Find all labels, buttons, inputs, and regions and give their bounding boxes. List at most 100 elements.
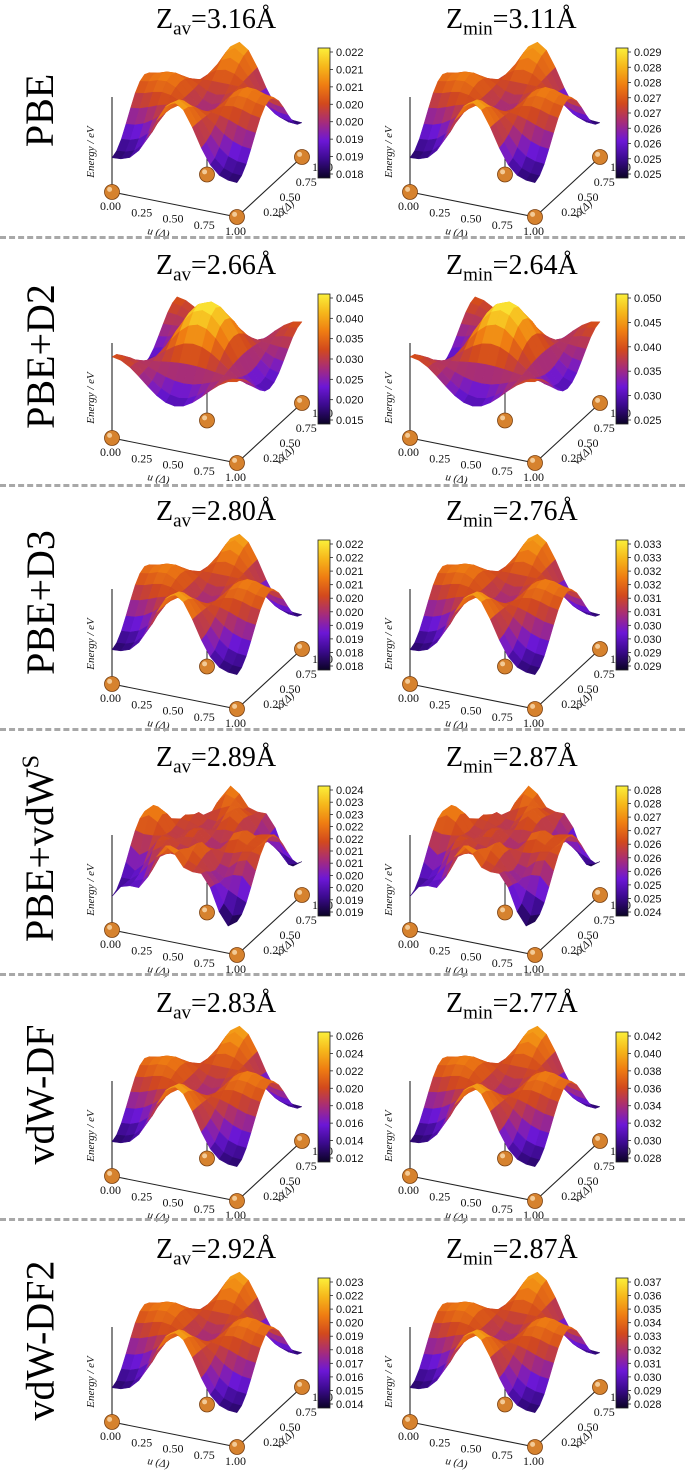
colorbar bbox=[615, 1277, 629, 1409]
colorbar-tick-label: 0.033 bbox=[634, 539, 662, 551]
v-axis-line bbox=[236, 402, 303, 464]
energy-surface bbox=[111, 1271, 303, 1413]
colorbar-tick-label: 0.019 bbox=[336, 907, 364, 919]
colorbar-tick-label: 0.030 bbox=[336, 354, 364, 366]
colorbar-tick-label: 0.023 bbox=[336, 809, 364, 821]
v-tick-label: 0.25 bbox=[561, 1189, 582, 1203]
colorbar-tick-label: 0.022 bbox=[336, 822, 364, 834]
colorbar-tick-label: 0.020 bbox=[336, 117, 364, 129]
z-value: =2.87Å bbox=[492, 1234, 578, 1265]
plot-area: 0.000.250.500.751.000.250.500.751.00u (Δ… bbox=[383, 533, 662, 733]
u-tick-label: 0.00 bbox=[100, 691, 121, 705]
u-tick-label: 0.00 bbox=[100, 199, 121, 213]
atom-sphere bbox=[402, 430, 418, 446]
z-value: =2.87Å bbox=[492, 742, 578, 773]
panel-title: Zmin=2.76Å bbox=[446, 496, 578, 533]
colorbar-tick-label: 0.022 bbox=[336, 1291, 364, 1303]
v-axis-line bbox=[236, 156, 303, 218]
colorbar-tick-label: 0.026 bbox=[634, 123, 662, 135]
colorbar-tick-label: 0.035 bbox=[634, 1304, 662, 1316]
v-tick-label: 0.25 bbox=[561, 451, 582, 465]
method-row: vdW-DF20.000.250.500.751.000.250.500.751… bbox=[0, 1230, 685, 1470]
panel-title: Zav=2.89Å bbox=[156, 742, 276, 779]
u-tick-label: 0.50 bbox=[461, 704, 482, 718]
z-value: =2.64Å bbox=[492, 250, 578, 281]
plot-area: 0.000.250.500.751.000.250.500.751.00u (Δ… bbox=[85, 533, 364, 733]
colorbar bbox=[615, 785, 629, 917]
colorbar-tick-label: 0.026 bbox=[634, 139, 662, 151]
colorbar-tick-label: 0.019 bbox=[336, 134, 364, 146]
v-axis-line bbox=[236, 1386, 303, 1448]
u-axis-line bbox=[409, 1175, 536, 1202]
u-tick-label: 0.75 bbox=[492, 218, 513, 232]
colorbar bbox=[615, 1031, 629, 1163]
v-tick-label: 0.25 bbox=[263, 1189, 284, 1203]
v-axis-line bbox=[236, 648, 303, 710]
z-value: =2.76Å bbox=[492, 496, 578, 527]
colorbar-tick-label: 0.025 bbox=[634, 169, 662, 181]
method-name: PBE+vdW bbox=[17, 767, 63, 942]
u-tick-label: 0.00 bbox=[398, 445, 419, 459]
z-subscript: min bbox=[463, 756, 493, 778]
colorbar-tick-label: 0.020 bbox=[336, 607, 364, 619]
colorbar-tick-label: 0.036 bbox=[634, 1291, 662, 1303]
colorbar-tick-label: 0.020 bbox=[336, 1318, 364, 1330]
z-value: =2.80Å bbox=[191, 496, 277, 527]
row-divider bbox=[0, 236, 685, 239]
colorbar-tick-label: 0.037 bbox=[634, 1277, 662, 1289]
method-superscript: S bbox=[19, 754, 46, 768]
u-axis-label: u (Δ) bbox=[146, 1209, 170, 1225]
atom-sphere bbox=[104, 922, 120, 938]
colorbar-tick-label: 0.028 bbox=[634, 62, 662, 74]
v-tick-label: 0.75 bbox=[296, 421, 317, 435]
surface-plot: 0.000.250.500.751.000.250.500.751.00u (Δ… bbox=[383, 1025, 662, 1225]
colorbar-tick-label: 0.034 bbox=[634, 1101, 662, 1113]
z-value: =2.66Å bbox=[191, 250, 277, 281]
colorbar-tick-label: 0.019 bbox=[336, 634, 364, 646]
u-axis-label: u (Δ) bbox=[444, 471, 468, 487]
u-tick-label: 1.00 bbox=[523, 716, 544, 730]
colorbar-tick-label: 0.030 bbox=[634, 634, 662, 646]
method-label: PBE bbox=[0, 10, 80, 210]
colorbar-tick-label: 0.030 bbox=[634, 1372, 662, 1384]
v-tick-label: 0.75 bbox=[594, 1159, 615, 1173]
v-tick-label: 0.75 bbox=[594, 667, 615, 681]
u-tick-label: 0.25 bbox=[429, 1189, 450, 1203]
v-tick-label: 0.75 bbox=[594, 1405, 615, 1419]
energy-surface-panel: 0.000.250.500.751.000.250.500.751.00u (Δ… bbox=[82, 984, 382, 1225]
v-axis-line bbox=[534, 648, 601, 710]
energy-surface bbox=[409, 1025, 601, 1167]
atom-sphere bbox=[592, 641, 608, 657]
u-tick-label: 0.00 bbox=[398, 1183, 419, 1197]
u-axis-line bbox=[409, 683, 536, 710]
v-axis-line bbox=[236, 894, 303, 956]
u-tick-label: 0.00 bbox=[398, 691, 419, 705]
colorbar-tick-label: 0.025 bbox=[634, 154, 662, 166]
colorbar-tick-label: 0.040 bbox=[634, 342, 662, 354]
colorbar-tick-label: 0.021 bbox=[336, 846, 364, 858]
v-tick-label: 0.50 bbox=[280, 1420, 301, 1434]
u-tick-label: 0.25 bbox=[429, 943, 450, 957]
z-value: =2.83Å bbox=[191, 988, 277, 1019]
method-name: vdW-DF bbox=[17, 1024, 63, 1164]
atom-sphere bbox=[104, 676, 120, 692]
surface-plot: 0.000.250.500.751.000.250.500.751.00u (Δ… bbox=[85, 785, 364, 979]
energy-surface-panel: 0.000.250.500.751.000.250.500.751.00u (Δ… bbox=[82, 738, 382, 979]
colorbar-tick-label: 0.018 bbox=[336, 661, 364, 673]
z-subscript: av bbox=[173, 264, 192, 286]
v-tick-label: 0.75 bbox=[594, 913, 615, 927]
z-subscript: min bbox=[463, 510, 493, 532]
colorbar-tick-label: 0.026 bbox=[634, 853, 662, 865]
colorbar bbox=[317, 1277, 331, 1409]
energy-surface-panel: 0.000.250.500.751.000.250.500.751.00u (Δ… bbox=[380, 984, 680, 1225]
v-tick-label: 0.50 bbox=[578, 190, 599, 204]
energy-surface bbox=[111, 785, 303, 927]
colorbar-tick-label: 0.030 bbox=[634, 1136, 662, 1148]
row-divider bbox=[0, 728, 685, 731]
panel-title: Zmin=2.64Å bbox=[446, 250, 578, 287]
energy-axis-label: Energy / eV bbox=[85, 617, 97, 671]
u-tick-label: 0.25 bbox=[131, 1189, 152, 1203]
atom-sphere bbox=[497, 904, 513, 921]
u-tick-label: 0.75 bbox=[492, 1202, 513, 1216]
colorbar-tick-label: 0.014 bbox=[336, 1399, 364, 1411]
